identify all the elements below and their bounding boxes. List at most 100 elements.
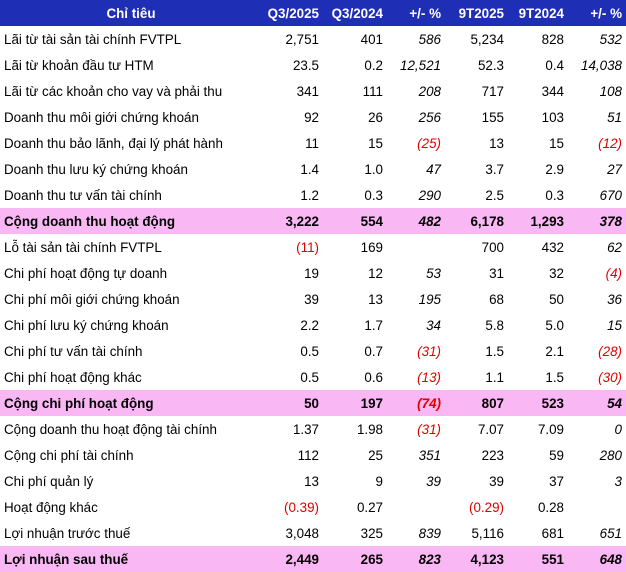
cell-9t-change-pct: 36 — [607, 291, 622, 307]
table-row: Lãi từ các khoản cho vay và phải thu 341 1… — [0, 78, 626, 104]
cell-q3-2025: 341 — [296, 83, 319, 99]
cell-q3-2025: 2,449 — [262, 546, 323, 572]
cell-q3-2024: 0.7 — [364, 343, 383, 359]
header-9t-change-pct: +/- % — [568, 0, 626, 26]
cell-q3-2024: 0.27 — [356, 499, 383, 515]
row-label: Cộng doanh thu hoạt động — [0, 208, 262, 234]
row-label: Lợi nhuận trước thuế — [4, 525, 131, 541]
cell-q3-change-pct: 39 — [426, 473, 441, 489]
table-row: Chi phí hoạt động khác 0.5 0.6 (13) 1.1 1.5 (3… — [0, 364, 626, 390]
cell-q3-2025: 3,222 — [262, 208, 323, 234]
cell-q3-change-pct: (31) — [417, 343, 441, 359]
cell-9t2025: 52.3 — [477, 57, 504, 73]
cell-9t-change-pct: 108 — [599, 83, 622, 99]
cell-q3-2024: 1.0 — [364, 161, 383, 177]
table-row: Chi phí lưu ký chứng khoán 2.2 1.7 34 5.8 5.0… — [0, 312, 626, 338]
cell-9t-change-pct: 54 — [568, 390, 626, 416]
cell-q3-2024: 401 — [360, 31, 383, 47]
cell-q3-2024: 1.98 — [356, 421, 383, 437]
table-row: Doanh thu tư vấn tài chính 1.2 0.3 290 2.5 0.… — [0, 182, 626, 208]
row-label: Chi phí hoạt động tự doanh — [4, 265, 168, 281]
table-row: Cộng chi phí tài chính 112 25 351 223 59 280 — [0, 442, 626, 468]
cell-q3-change-pct — [387, 234, 445, 260]
cell-9t-change-pct: 0 — [614, 421, 622, 437]
row-label: Chi phí môi giới chứng khoán — [4, 291, 180, 307]
cell-9t2024: 103 — [541, 109, 564, 125]
cell-9t-change-pct: 51 — [607, 109, 622, 125]
cell-9t2024: 1.5 — [545, 369, 564, 385]
cell-9t2025: 223 — [481, 447, 504, 463]
cell-9t2025: 4,123 — [445, 546, 508, 572]
cell-9t-change-pct: (4) — [605, 265, 622, 281]
cell-q3-2024: 554 — [323, 208, 387, 234]
cell-9t-change-pct: (12) — [598, 135, 622, 151]
header-9t2025: 9T2025 — [445, 0, 508, 26]
row-label: Doanh thu môi giới chứng khoán — [4, 109, 199, 125]
cell-q3-change-pct: 53 — [426, 265, 441, 281]
cell-q3-2025: 11 — [305, 135, 319, 151]
cell-9t2024: 32 — [549, 265, 564, 281]
row-label: Hoạt động khác — [4, 499, 98, 515]
cell-q3-change-pct: (74) — [387, 390, 445, 416]
cell-q3-change-pct: (13) — [417, 369, 441, 385]
cell-9t2024: 344 — [541, 83, 564, 99]
cell-9t-change-pct: 648 — [568, 546, 626, 572]
cell-9t2025: 31 — [489, 265, 504, 281]
cell-q3-2025: 1.2 — [300, 187, 319, 203]
cell-q3-2025: 2.2 — [300, 317, 319, 333]
table-row: Cộng doanh thu hoạt động tài chính 1.37 1.… — [0, 416, 626, 442]
cell-9t2024: 0.3 — [545, 187, 564, 203]
cell-9t2024: 15 — [549, 135, 564, 151]
table-row: Doanh thu môi giới chứng khoán 92 26 256 155… — [0, 104, 626, 130]
cell-q3-2024: 26 — [368, 109, 383, 125]
cell-9t-change-pct: 670 — [599, 187, 622, 203]
cell-9t2024: 828 — [541, 31, 564, 47]
cell-q3-2025: 1.4 — [300, 161, 319, 177]
table-row: Chi phí môi giới chứng khoán 39 13 195 68 50 3… — [0, 286, 626, 312]
cell-q3-change-pct: 351 — [418, 447, 441, 463]
cell-9t2024: 0.28 — [537, 499, 564, 515]
cell-q3-change-pct: 47 — [426, 161, 441, 177]
table-row: Lãi từ tài sản tài chính FVTPL 2,751 401 58… — [0, 26, 626, 52]
table-total-row: Cộng doanh thu hoạt động 3,222 554 482 6,178… — [0, 208, 626, 234]
header-row: Chỉ tiêu Q3/2025 Q3/2024 +/- % 9T2025 9T… — [0, 0, 626, 26]
row-label: Lãi từ khoản đầu tư HTM — [4, 57, 154, 73]
row-label: Chi phí hoạt động khác — [4, 369, 142, 385]
row-label: Cộng chi phí hoạt động — [0, 390, 262, 416]
cell-9t2025: 2.5 — [485, 187, 504, 203]
cell-9t2024: 523 — [508, 390, 568, 416]
cell-q3-change-pct: 823 — [387, 546, 445, 572]
cell-q3-2025: 23.5 — [292, 57, 319, 73]
table-row: Chi phí hoạt động tự doanh 19 12 53 31 32 (4) — [0, 260, 626, 286]
cell-9t2025: 6,178 — [445, 208, 508, 234]
cell-9t-change-pct: (30) — [598, 369, 622, 385]
cell-9t2025: 68 — [489, 291, 504, 307]
cell-9t-change-pct: 651 — [599, 525, 622, 541]
cell-9t-change-pct: 532 — [599, 31, 622, 47]
row-label: Chi phí quản lý — [4, 473, 94, 489]
cell-9t2025: 700 — [481, 239, 504, 255]
cell-9t2025: 717 — [481, 83, 504, 99]
cell-9t2024: 2.9 — [545, 161, 564, 177]
cell-9t-change-pct: 3 — [614, 473, 622, 489]
cell-q3-2024: 0.3 — [364, 187, 383, 203]
header-indicator: Chỉ tiêu — [0, 0, 262, 26]
cell-q3-change-pct: 839 — [418, 525, 441, 541]
row-label: Doanh thu tư vấn tài chính — [4, 187, 162, 203]
cell-q3-change-pct: (25) — [417, 135, 441, 151]
table-row: Chi phí tư vấn tài chính 0.5 0.7 (31) 1.5 2.1… — [0, 338, 626, 364]
cell-q3-2025: 39 — [304, 291, 319, 307]
cell-9t-change-pct: (28) — [598, 343, 622, 359]
cell-9t2024: 681 — [541, 525, 564, 541]
cell-9t2024: 1,293 — [508, 208, 568, 234]
cell-q3-2024: 25 — [368, 447, 383, 463]
cell-9t2024: 432 — [541, 239, 564, 255]
cell-9t2024: 7.09 — [537, 421, 564, 437]
cell-q3-2025: (0.39) — [284, 499, 319, 515]
cell-9t-change-pct: 14,038 — [581, 57, 622, 73]
row-label: Chi phí tư vấn tài chính — [4, 343, 143, 359]
cell-q3-change-pct: 195 — [418, 291, 441, 307]
cell-q3-change-pct: 208 — [418, 83, 441, 99]
cell-q3-2025: 112 — [297, 447, 319, 463]
